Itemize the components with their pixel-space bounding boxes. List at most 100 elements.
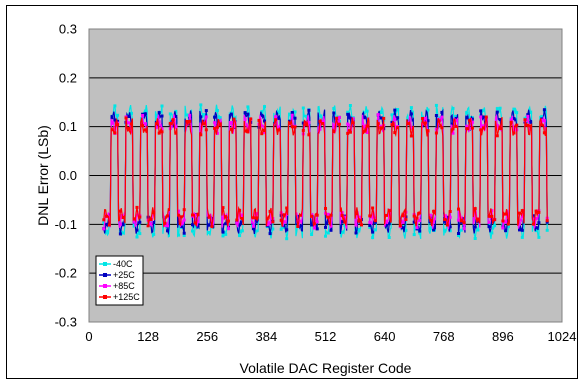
data-point	[432, 220, 436, 224]
data-point	[116, 123, 120, 127]
data-point	[163, 224, 167, 227]
data-point	[495, 110, 499, 114]
data-point	[113, 118, 117, 122]
data-point	[312, 226, 316, 230]
data-point	[504, 212, 508, 216]
data-point	[451, 131, 455, 135]
data-point	[185, 113, 189, 117]
data-point	[304, 114, 308, 118]
data-point	[254, 218, 258, 222]
data-point	[518, 222, 521, 226]
y-tick-label: -0.2	[55, 266, 77, 281]
data-point	[401, 226, 405, 230]
data-point	[310, 223, 314, 227]
data-point	[113, 104, 117, 108]
data-point	[310, 233, 314, 236]
data-point	[299, 213, 303, 217]
data-point	[224, 222, 228, 226]
data-point	[318, 114, 322, 118]
data-point	[265, 217, 269, 221]
data-point	[221, 216, 225, 220]
data-point	[268, 221, 272, 225]
data-point	[130, 130, 133, 134]
data-point	[307, 133, 311, 137]
data-point	[534, 229, 538, 233]
data-point	[382, 116, 386, 120]
data-point	[202, 113, 206, 117]
data-point	[191, 223, 194, 227]
data-point	[118, 209, 122, 213]
data-point	[457, 218, 460, 222]
data-point	[362, 111, 366, 115]
data-point	[426, 108, 430, 112]
data-point	[520, 235, 524, 239]
data-point	[329, 228, 333, 232]
data-point	[154, 113, 158, 117]
data-point	[434, 114, 438, 117]
data-point	[465, 124, 469, 128]
data-point	[348, 116, 352, 120]
data-point	[321, 122, 325, 125]
data-point	[387, 209, 391, 213]
data-point	[143, 109, 147, 113]
data-point	[479, 109, 483, 113]
data-point	[110, 128, 114, 132]
data-point	[459, 219, 463, 223]
data-point	[404, 218, 408, 222]
data-point	[260, 110, 264, 114]
data-point	[143, 112, 147, 116]
data-point	[191, 229, 194, 233]
data-point	[191, 213, 194, 217]
data-point	[138, 232, 142, 236]
data-point	[240, 229, 244, 233]
data-point	[515, 111, 519, 115]
data-point	[224, 215, 228, 219]
data-point	[163, 221, 167, 225]
data-point	[279, 227, 283, 231]
data-point	[207, 215, 211, 219]
data-point	[310, 214, 314, 218]
data-point	[232, 124, 236, 128]
data-point	[454, 117, 458, 120]
data-point	[218, 123, 222, 127]
data-point	[282, 213, 286, 217]
data-point	[193, 224, 197, 228]
data-point	[146, 224, 150, 228]
data-point	[465, 127, 469, 131]
data-point	[495, 123, 499, 127]
data-point	[426, 119, 430, 123]
data-point	[276, 111, 280, 115]
data-point	[526, 113, 530, 117]
data-point	[299, 224, 303, 228]
data-point	[132, 219, 136, 223]
data-point	[542, 119, 546, 123]
data-point	[432, 209, 436, 213]
data-point	[351, 117, 355, 121]
data-point	[379, 126, 383, 130]
data-point	[196, 219, 200, 223]
legend-entry: +85C	[113, 281, 135, 291]
y-tick-labels: 0.3 0.2 0.1 0.0 -0.1 -0.2 -0.3	[55, 22, 77, 330]
data-point	[182, 208, 186, 212]
data-point	[127, 127, 131, 130]
data-point	[379, 111, 383, 114]
data-point	[457, 207, 460, 211]
data-point	[130, 111, 133, 115]
data-point	[421, 117, 424, 120]
data-point	[224, 232, 228, 236]
data-point	[520, 228, 524, 232]
data-point	[254, 216, 258, 220]
data-point	[243, 129, 247, 133]
data-point	[276, 126, 280, 129]
data-point	[398, 224, 402, 228]
data-point	[526, 123, 530, 127]
data-point	[301, 121, 305, 125]
data-point	[429, 218, 433, 222]
data-point	[373, 219, 377, 223]
data-point	[312, 222, 316, 226]
data-point	[476, 217, 480, 221]
data-point	[504, 229, 508, 233]
data-point	[529, 120, 533, 124]
data-point	[107, 223, 111, 227]
data-point	[373, 220, 377, 224]
